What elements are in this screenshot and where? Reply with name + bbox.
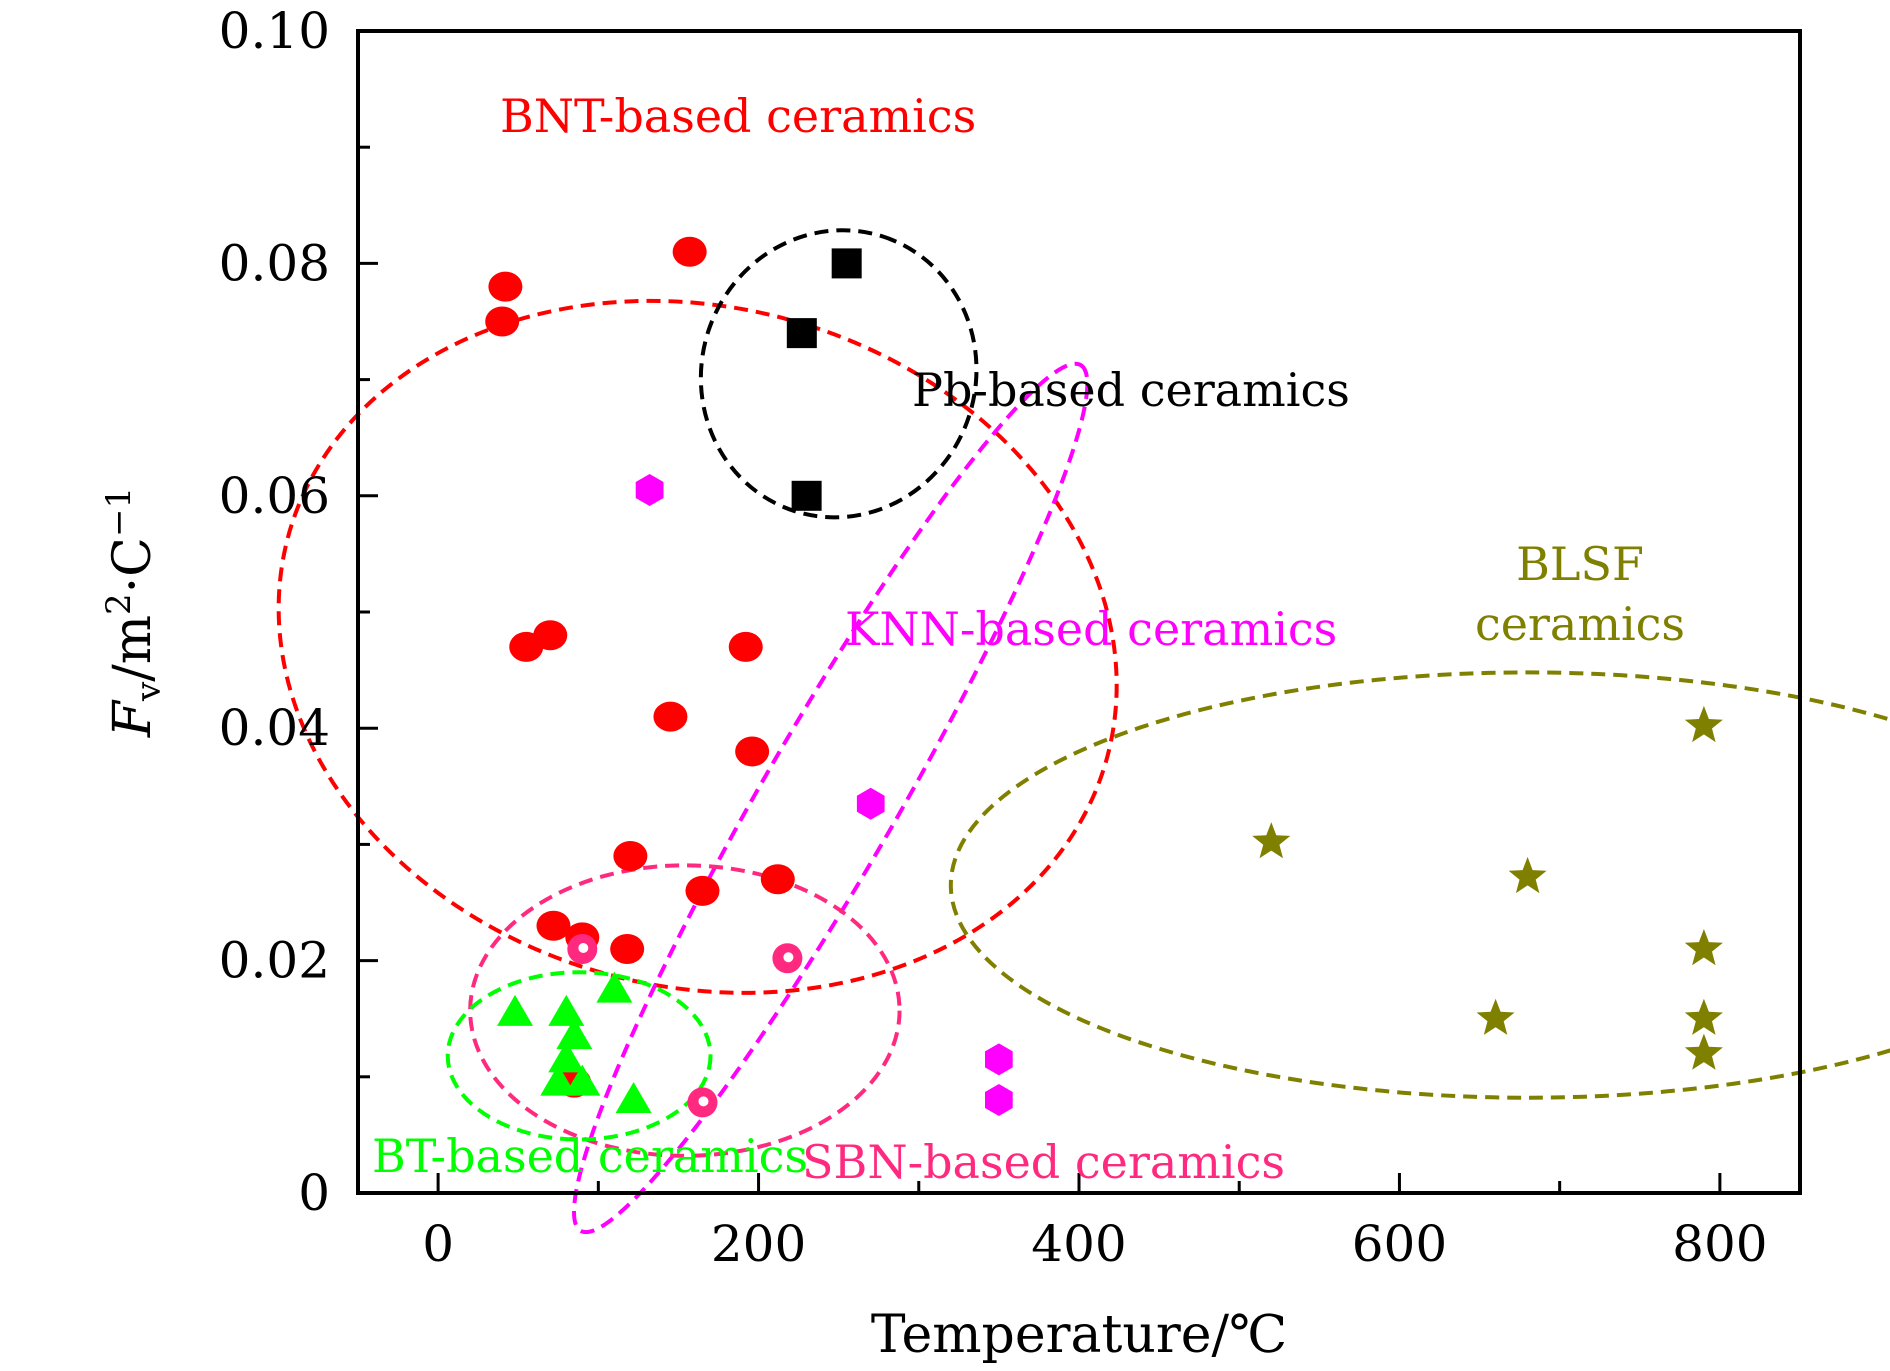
data-point — [564, 1064, 601, 1096]
data-point — [615, 1082, 652, 1114]
label-blsf-line2: ceramics — [1475, 597, 1685, 651]
data-point-highlight — [578, 942, 589, 953]
y-tick-label: 0.04 — [219, 699, 330, 757]
data-point — [985, 1043, 1013, 1076]
data-point-highlight — [698, 1096, 709, 1107]
data-point — [596, 971, 633, 1003]
group-ellipse-5 — [948, 670, 1890, 1100]
y-axis-title: Fv/m2·C−1 — [99, 487, 169, 738]
data-point — [786, 318, 817, 349]
data-point — [1508, 856, 1547, 894]
group-ellipse-1 — [698, 228, 979, 520]
data-point — [613, 841, 648, 872]
data-point — [735, 736, 770, 767]
y-tick-label: 0 — [298, 1164, 330, 1222]
label-sbn: SBN-based ceramics — [802, 1135, 1285, 1189]
data-point — [1684, 929, 1723, 966]
data-point — [533, 620, 568, 651]
x-tick-label: 600 — [1352, 1215, 1447, 1273]
data-markers — [485, 236, 1723, 1118]
group-ellipses — [276, 228, 1890, 1235]
data-point — [1252, 822, 1291, 859]
y-tick-label: 0.10 — [219, 2, 330, 60]
data-point — [540, 1064, 577, 1096]
group-ellipse-4 — [445, 970, 713, 1142]
data-point — [1684, 1033, 1723, 1070]
data-point — [653, 701, 688, 732]
data-point — [672, 236, 707, 267]
axis-ticks — [358, 29, 1722, 1195]
data-point — [831, 248, 862, 279]
data-point — [1684, 705, 1723, 743]
label-blsf-line1: BLSF — [1516, 537, 1644, 591]
data-point — [791, 480, 822, 511]
data-point — [760, 864, 795, 895]
y-tick-label: 0.08 — [219, 234, 330, 292]
svg-text:Fv/m2·C−1: Fv/m2·C−1 — [99, 487, 169, 738]
data-point — [485, 306, 520, 337]
data-point-highlight — [783, 952, 794, 963]
label-bt: BT-based ceramics — [372, 1129, 808, 1183]
x-axis-title: Temperature/℃ — [871, 1305, 1287, 1365]
data-point — [985, 1084, 1013, 1116]
data-point — [548, 1041, 585, 1073]
data-point — [556, 1018, 593, 1050]
axis-tick-labels: 0 200 400 600 800 0 0.02 0.04 0.06 0.08 0.10 — [219, 2, 1768, 1273]
data-point — [536, 910, 571, 941]
data-point — [488, 271, 523, 302]
x-tick-label: 200 — [711, 1215, 806, 1273]
data-point — [1476, 998, 1515, 1035]
data-point — [610, 933, 645, 964]
data-point — [685, 875, 720, 906]
y-tick-label: 0.02 — [219, 932, 330, 990]
x-tick-label: 0 — [422, 1215, 454, 1273]
data-point — [635, 474, 664, 506]
group-ellipse-0 — [276, 298, 1119, 995]
x-tick-label: 800 — [1672, 1215, 1767, 1273]
data-point — [548, 994, 585, 1026]
data-point — [856, 787, 885, 820]
group-ellipse-3 — [468, 863, 902, 1158]
y-tick-label: 0.06 — [219, 467, 330, 525]
data-point — [728, 631, 763, 662]
data-point — [1684, 998, 1723, 1035]
data-point — [497, 994, 534, 1026]
label-pb: Pb-based ceramics — [912, 363, 1350, 417]
label-bnt: BNT-based ceramics — [500, 89, 976, 143]
x-tick-label: 400 — [1031, 1215, 1126, 1273]
group-annotations: BNT-based ceramics Pb-based ceramics KNN… — [372, 89, 1685, 1189]
group-ellipse-2 — [571, 361, 1090, 1235]
label-knn: KNN-based ceramics — [845, 602, 1337, 656]
